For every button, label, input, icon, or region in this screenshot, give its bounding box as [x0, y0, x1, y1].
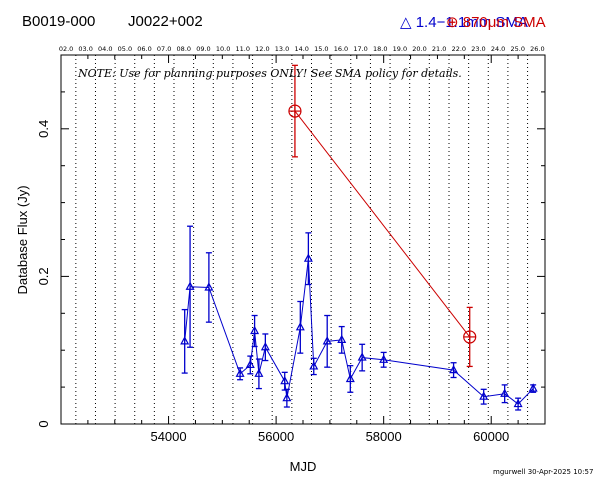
data-point — [528, 383, 538, 392]
source-name-b1950: B0019-000 — [22, 13, 96, 30]
x-axis-label: MJD — [290, 459, 317, 474]
data-point — [322, 336, 332, 345]
top-axis-label: 12.0 — [255, 45, 269, 53]
data-point — [309, 361, 319, 370]
top-axis-label: 13.0 — [275, 45, 289, 53]
series-line — [184, 258, 534, 405]
x-tick-label: 60000 — [473, 429, 509, 444]
top-axis-label: 23.0 — [471, 45, 485, 53]
top-axis-label: 26.0 — [530, 45, 544, 53]
y-tick-label: 0.2 — [36, 267, 51, 285]
triangle-marker-icon: △ — [400, 14, 412, 31]
data-point — [303, 253, 313, 262]
data-point — [250, 325, 260, 335]
data-point — [235, 368, 245, 377]
data-point — [245, 359, 255, 369]
top-axis-label: 06.0 — [137, 45, 151, 53]
data-point — [282, 392, 292, 402]
circled-plus-marker-icon: ⊕ — [446, 14, 459, 31]
top-axis-label: 05.0 — [118, 45, 132, 53]
series-layer — [180, 64, 538, 411]
data-point — [500, 388, 510, 397]
source-name-j2000: J0022+002 — [128, 13, 203, 30]
data-point — [295, 322, 305, 331]
x-tick-label: 58000 — [366, 429, 402, 444]
top-axis-label: 02.0 — [59, 45, 73, 53]
legend-blue-label: 1.4−1.1mm SMA — [415, 14, 528, 31]
plot-note: NOTE: Use for planning purposes ONLY! Se… — [77, 67, 462, 80]
data-point — [185, 281, 195, 290]
data-point — [449, 364, 459, 374]
legend-red-unit: μm SMA — [487, 14, 546, 31]
year-gridlines — [75, 55, 529, 424]
top-axis-label: 08.0 — [177, 45, 191, 53]
x-axis: 54000 56000 58000 60000 — [60, 55, 546, 444]
top-axis-labels: 02.0 03.0 04.0 05.0 06.0 07.0 08.0 09.0 10.0 11.0… — [59, 45, 545, 53]
data-point — [357, 352, 367, 361]
y-axis: 0 0.2 0.4 — [36, 54, 545, 428]
top-axis-label: 15.0 — [314, 45, 328, 53]
data-point — [260, 341, 270, 351]
top-axis-label: 14.0 — [294, 45, 308, 53]
y-tick-label: 0 — [36, 420, 51, 427]
series-line — [294, 110, 471, 338]
top-axis-label: 22.0 — [452, 45, 466, 53]
top-axis-label: 25.0 — [510, 45, 524, 53]
legend-blue: △ 1.4−1.1mm SMA — [400, 13, 528, 31]
data-point — [180, 336, 190, 345]
y-tick-label: 0.4 — [36, 120, 51, 138]
data-point — [479, 391, 489, 400]
top-axis-label: 04.0 — [98, 45, 112, 53]
legend-red: ⊕ 870μm SMA — [446, 13, 546, 31]
top-axis-label: 18.0 — [373, 45, 387, 53]
top-axis-label: 07.0 — [157, 45, 171, 53]
x-tick-label: 56000 — [258, 429, 294, 444]
data-point — [204, 282, 214, 291]
plot-frame — [60, 54, 546, 425]
data-point — [337, 334, 347, 343]
data-point — [345, 373, 355, 383]
top-axis-label: 17.0 — [353, 45, 367, 53]
top-axis-label: 09.0 — [196, 45, 210, 53]
top-axis-label: 20.0 — [412, 45, 426, 53]
top-axis-label: 16.0 — [334, 45, 348, 53]
top-axis-label: 19.0 — [393, 45, 407, 53]
top-axis-label: 24.0 — [491, 45, 505, 53]
data-point — [379, 354, 389, 363]
data-point — [280, 375, 290, 385]
top-axis-label: 11.0 — [235, 45, 249, 53]
y-axis-label: Database Flux (Jy) — [15, 185, 30, 294]
data-point — [513, 398, 523, 408]
top-axis-label: 03.0 — [78, 45, 92, 53]
x-tick-label: 54000 — [150, 429, 186, 444]
data-point — [254, 368, 264, 377]
footer-credit: mgurwell 30-Apr-2025 10:57 — [493, 468, 594, 476]
legend-red-value: 870 — [462, 14, 488, 31]
top-axis-label: 21.0 — [432, 45, 446, 53]
top-axis-label: 10.0 — [216, 45, 230, 53]
